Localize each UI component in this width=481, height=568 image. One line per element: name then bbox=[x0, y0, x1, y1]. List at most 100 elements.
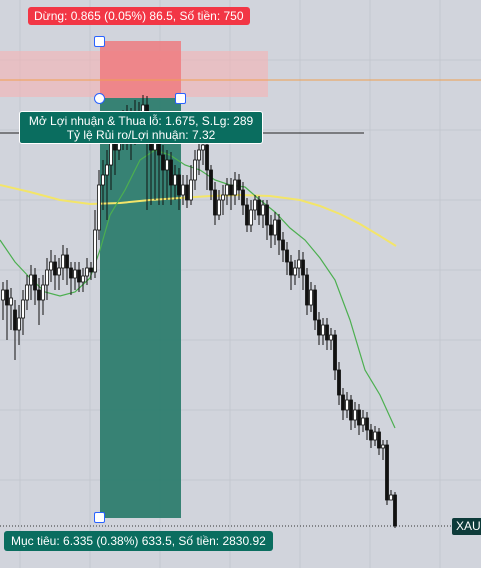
candle bbox=[389, 490, 393, 501]
candlesticks bbox=[1, 95, 397, 528]
candle bbox=[301, 252, 305, 290]
pnl-summary-label: Mở Lợi nhuận & Thua lỗ: 1.675, S.Lg: 289… bbox=[19, 111, 263, 144]
candle bbox=[73, 262, 77, 290]
candle bbox=[253, 195, 257, 220]
candle bbox=[25, 275, 29, 310]
candle bbox=[161, 145, 165, 205]
candle bbox=[193, 150, 197, 190]
candle bbox=[329, 328, 333, 350]
candle bbox=[57, 258, 61, 290]
candle bbox=[285, 242, 289, 275]
candle bbox=[281, 232, 285, 262]
candle bbox=[257, 196, 261, 225]
candle bbox=[317, 312, 321, 345]
candle bbox=[297, 250, 301, 278]
candle bbox=[205, 140, 209, 190]
candle bbox=[105, 150, 109, 220]
candle bbox=[41, 275, 45, 315]
candle bbox=[377, 428, 381, 455]
candle bbox=[177, 168, 181, 210]
candle bbox=[221, 185, 225, 215]
candle bbox=[49, 250, 53, 282]
candle bbox=[313, 285, 317, 330]
candle bbox=[237, 174, 241, 200]
candle bbox=[369, 424, 373, 448]
symbol-price-tag: XAU bbox=[452, 518, 481, 535]
candle bbox=[61, 245, 65, 280]
candle bbox=[373, 426, 377, 446]
candle bbox=[393, 492, 397, 528]
take-profit-label: Mục tiêu: 6.335 (0.38%) 633.5, Số tiền: … bbox=[4, 531, 273, 551]
candle bbox=[325, 318, 329, 350]
candle bbox=[1, 282, 5, 320]
fast-moving-average bbox=[0, 149, 396, 429]
entry-right-handle-square[interactable] bbox=[175, 93, 186, 104]
candle bbox=[89, 262, 93, 280]
candle bbox=[165, 150, 169, 200]
candle bbox=[269, 215, 273, 248]
stop-loss-label: Dừng: 0.865 (0.05%) 86.5, Số tiền: 750 bbox=[28, 7, 250, 25]
candle bbox=[101, 160, 105, 210]
candle bbox=[225, 178, 229, 205]
candle bbox=[357, 404, 361, 435]
candle bbox=[353, 402, 357, 428]
candle bbox=[305, 268, 309, 315]
candle bbox=[209, 165, 213, 200]
candle bbox=[29, 265, 33, 300]
candle bbox=[233, 172, 237, 205]
candle bbox=[349, 395, 353, 430]
candle bbox=[185, 175, 189, 208]
candle bbox=[241, 182, 245, 215]
candle bbox=[217, 190, 221, 220]
candle bbox=[81, 268, 85, 292]
candle bbox=[381, 440, 385, 460]
candle bbox=[289, 255, 293, 290]
candle bbox=[361, 410, 365, 432]
slow-moving-average bbox=[0, 184, 397, 247]
candle bbox=[17, 305, 21, 345]
candle bbox=[229, 178, 233, 210]
candle bbox=[249, 200, 253, 232]
candle bbox=[201, 140, 205, 165]
candle bbox=[69, 262, 73, 295]
candle bbox=[5, 280, 9, 340]
candle bbox=[341, 388, 345, 420]
candle bbox=[13, 300, 17, 360]
candle bbox=[245, 198, 249, 232]
stop-zone[interactable] bbox=[100, 41, 181, 98]
entry-handle-circle[interactable] bbox=[94, 93, 105, 104]
candle bbox=[189, 165, 193, 205]
candle bbox=[45, 258, 49, 300]
candle bbox=[213, 182, 217, 225]
candle bbox=[277, 214, 281, 255]
candle bbox=[181, 175, 185, 205]
candle bbox=[197, 142, 201, 175]
candle bbox=[309, 282, 313, 312]
candle bbox=[293, 260, 297, 285]
candle bbox=[65, 248, 69, 285]
target-handle-square[interactable] bbox=[94, 512, 105, 523]
candle bbox=[273, 212, 277, 245]
candle bbox=[345, 392, 349, 418]
candle bbox=[261, 200, 265, 228]
candle bbox=[97, 170, 101, 240]
candle bbox=[173, 165, 177, 200]
candle bbox=[169, 152, 173, 205]
candle bbox=[265, 200, 269, 240]
candle bbox=[77, 262, 81, 292]
stop-handle-square[interactable] bbox=[94, 36, 105, 47]
candle bbox=[33, 268, 37, 305]
candle bbox=[385, 440, 389, 505]
candle bbox=[365, 412, 369, 440]
candle bbox=[337, 362, 341, 405]
candle bbox=[321, 318, 325, 345]
candle bbox=[85, 258, 89, 285]
candle bbox=[333, 330, 337, 380]
candle bbox=[21, 290, 25, 335]
pnl-open-text: Mở Lợi nhuận & Thua lỗ: 1.675, S.Lg: 289 bbox=[28, 114, 254, 128]
risk-reward-text: Tỷ lệ Rủi ro/Lợi nhuận: 7.32 bbox=[66, 128, 216, 142]
candle bbox=[37, 278, 41, 325]
candle bbox=[53, 255, 57, 290]
candle bbox=[9, 288, 13, 330]
